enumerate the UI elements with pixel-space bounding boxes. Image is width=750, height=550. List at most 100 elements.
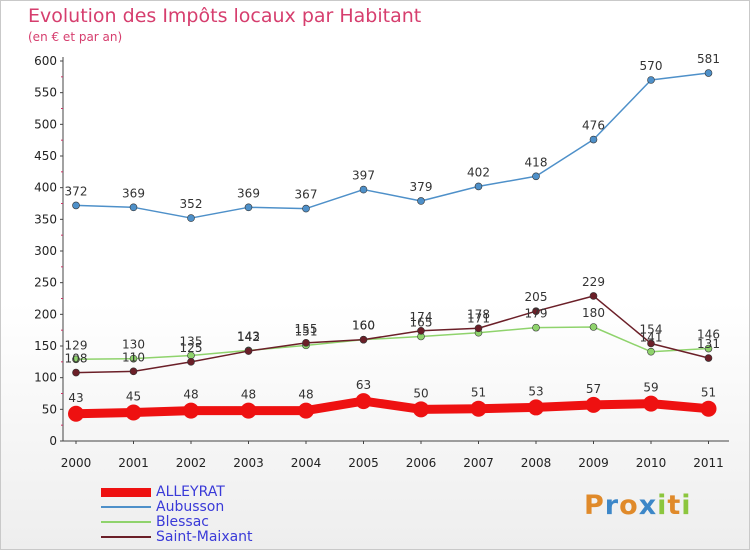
data-label: 180 bbox=[582, 306, 605, 320]
data-point bbox=[355, 393, 372, 410]
data-point bbox=[589, 292, 598, 300]
legend: ALLEYRAT Aubusson Blessac Saint-Maixant bbox=[101, 485, 361, 545]
data-label: 45 bbox=[126, 390, 141, 404]
logo-letter: r bbox=[604, 490, 620, 521]
x-tick-label: 2009 bbox=[578, 456, 609, 470]
y-tick-label: 600 bbox=[34, 54, 57, 68]
data-point bbox=[413, 401, 429, 418]
logo-letter: x bbox=[638, 490, 658, 521]
data-point bbox=[187, 358, 195, 366]
series-blessac bbox=[72, 323, 713, 364]
data-label: 369 bbox=[237, 186, 260, 200]
x-tick-label: 2008 bbox=[521, 456, 552, 470]
data-label: 135 bbox=[180, 335, 203, 349]
data-point bbox=[240, 402, 257, 419]
data-point bbox=[647, 347, 655, 356]
data-point bbox=[704, 69, 713, 77]
y-tick-label: 100 bbox=[34, 371, 57, 385]
logo-letter: i bbox=[681, 490, 692, 521]
data-point bbox=[589, 323, 598, 331]
data-point bbox=[474, 182, 483, 191]
data-label: 50 bbox=[413, 386, 428, 400]
legend-item: ALLEYRAT bbox=[101, 485, 361, 500]
line-chart: 0501001502002503003504004505005506002000… bbox=[34, 52, 729, 470]
data-label: 130 bbox=[122, 338, 145, 352]
data-point bbox=[647, 339, 655, 348]
x-tick-label: 2003 bbox=[233, 456, 264, 470]
legend-label: ALLEYRAT bbox=[156, 484, 225, 500]
data-point bbox=[643, 395, 659, 412]
series-line bbox=[75, 72, 710, 219]
x-tick-label: 2005 bbox=[348, 456, 379, 470]
data-label: 51 bbox=[701, 386, 716, 400]
data-label: 48 bbox=[183, 388, 198, 402]
legend-label: Blessac bbox=[156, 514, 209, 530]
data-point bbox=[417, 197, 425, 205]
data-point bbox=[72, 355, 80, 364]
y-tick-label: 150 bbox=[34, 339, 57, 353]
data-point bbox=[585, 396, 602, 413]
data-labels: 43 45 48 48 48 63 50 51 53 57 59 51 372 369 352 369 367 3… bbox=[65, 52, 720, 405]
data-label: 367 bbox=[295, 188, 318, 202]
y-tick-label: 200 bbox=[34, 307, 57, 321]
x-tick-label: 2006 bbox=[406, 456, 437, 470]
data-point bbox=[129, 354, 138, 363]
data-label: 143 bbox=[237, 329, 260, 343]
legend-item: Blessac bbox=[101, 515, 361, 530]
data-point bbox=[704, 354, 713, 362]
data-label: 160 bbox=[352, 319, 375, 333]
data-point bbox=[68, 405, 84, 422]
logo-letter: t bbox=[667, 490, 682, 521]
y-tick-label: 0 bbox=[49, 434, 57, 448]
x-tick-label: 2010 bbox=[636, 456, 667, 470]
data-point bbox=[417, 326, 425, 335]
data-point bbox=[700, 400, 717, 417]
data-point bbox=[532, 307, 540, 315]
x-tick-label: 2000 bbox=[61, 456, 92, 470]
data-label: 165 bbox=[410, 316, 433, 330]
x-tick-label: 2002 bbox=[176, 456, 207, 470]
series-line bbox=[75, 295, 710, 374]
data-label: 174 bbox=[410, 310, 433, 324]
data-point bbox=[244, 203, 253, 212]
data-label: 229 bbox=[582, 275, 605, 289]
data-label: 48 bbox=[298, 388, 313, 402]
y-tick-label: 500 bbox=[34, 117, 57, 131]
data-label: 131 bbox=[697, 337, 720, 351]
data-label: 155 bbox=[295, 322, 318, 336]
data-point bbox=[302, 339, 310, 347]
data-label: 154 bbox=[640, 322, 663, 336]
chart-title: Evolution des Impôts locaux par Habitant bbox=[28, 5, 422, 27]
data-point bbox=[474, 324, 483, 333]
data-label: 402 bbox=[467, 165, 490, 179]
y-tick-label: 250 bbox=[34, 276, 57, 290]
legend-item: Saint-Maixant bbox=[101, 530, 361, 545]
legend-swatch bbox=[101, 487, 151, 497]
series-layer bbox=[68, 69, 717, 422]
data-label: 570 bbox=[640, 59, 663, 73]
x-tick-label: 2011 bbox=[693, 456, 724, 470]
series-saint-maixant bbox=[72, 292, 713, 377]
data-label: 369 bbox=[122, 186, 145, 200]
data-label: 205 bbox=[525, 290, 548, 304]
data-label: 372 bbox=[65, 184, 88, 198]
proxiti-logo: Proxiti bbox=[584, 490, 692, 521]
data-label: 59 bbox=[643, 381, 658, 395]
data-point bbox=[183, 402, 199, 419]
data-label: 110 bbox=[122, 350, 145, 364]
series-line bbox=[75, 326, 710, 361]
x-tick-label: 2001 bbox=[118, 456, 149, 470]
axes: 0501001502002503003504004505005506002000… bbox=[34, 54, 729, 470]
data-point bbox=[532, 323, 540, 332]
chart-subtitle: (en € et par an) bbox=[28, 30, 123, 44]
y-tick-label: 450 bbox=[34, 149, 57, 163]
y-tick-label: 400 bbox=[34, 181, 57, 195]
legend-item: Aubusson bbox=[101, 500, 361, 515]
data-label: 179 bbox=[525, 307, 548, 321]
x-tick-label: 2004 bbox=[291, 456, 322, 470]
data-label: 151 bbox=[295, 324, 318, 338]
data-label: 141 bbox=[640, 331, 663, 345]
data-point bbox=[244, 347, 253, 355]
series-aubusson bbox=[72, 69, 713, 222]
